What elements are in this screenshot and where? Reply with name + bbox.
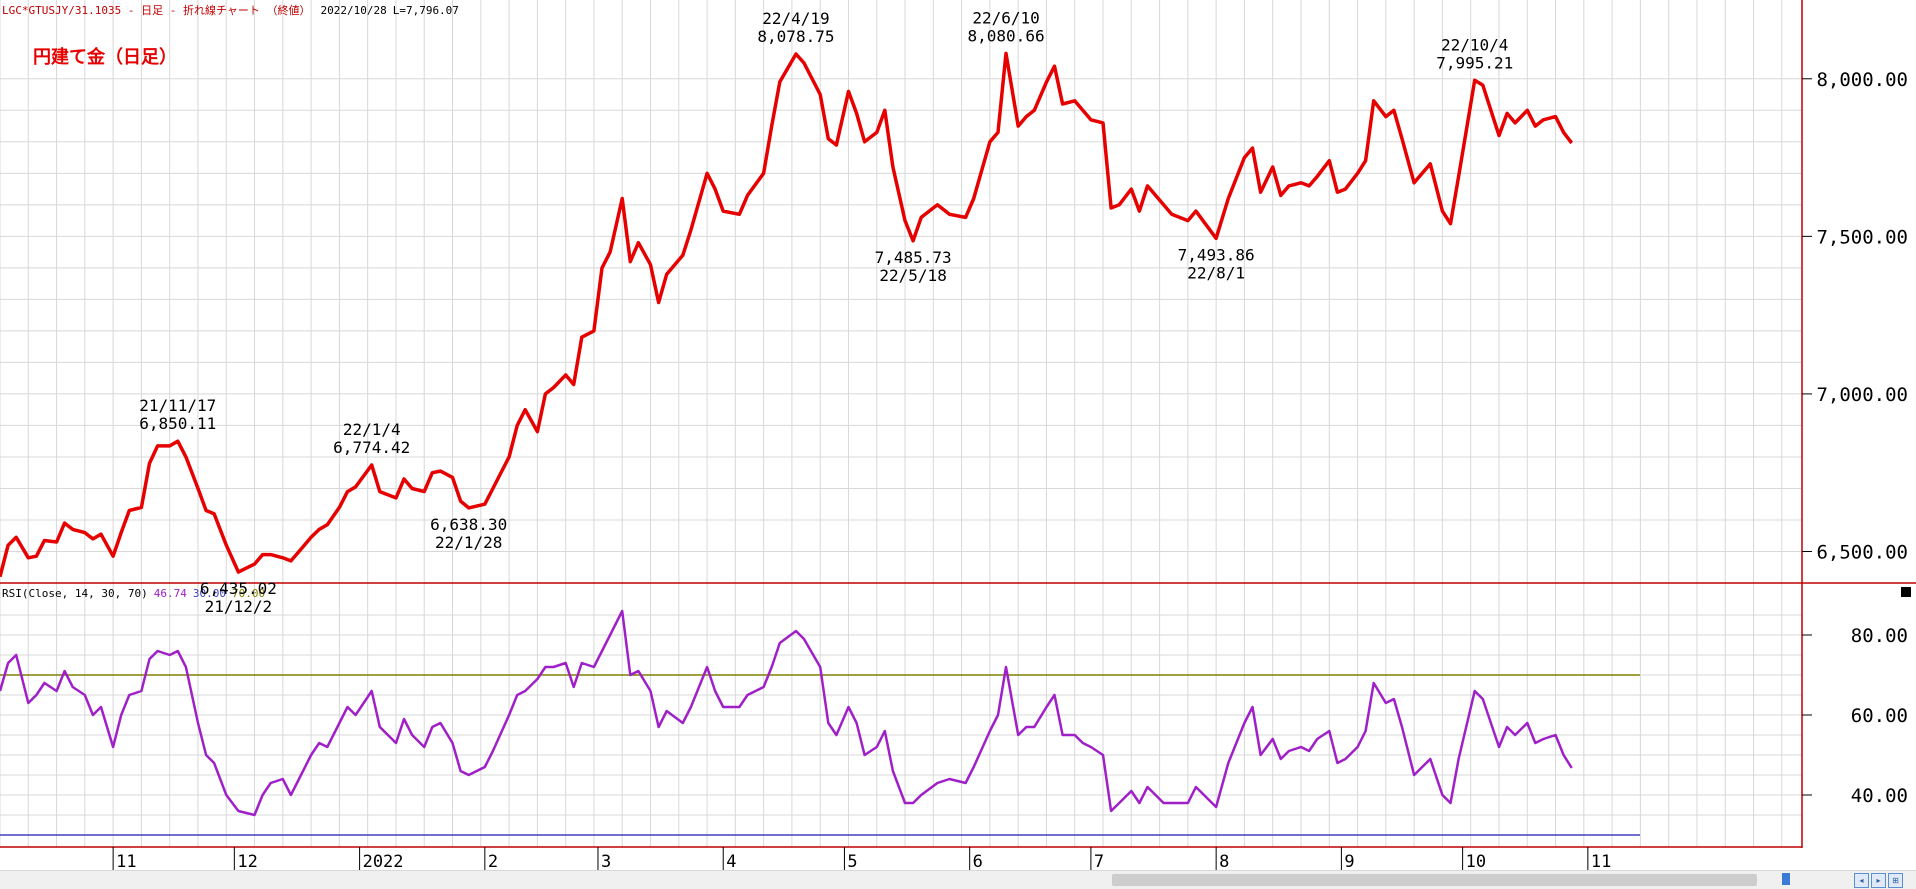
pan-left-icon[interactable]: ◂ [1854, 873, 1869, 888]
annotation-date: 22/4/19 [762, 9, 829, 28]
x-tick-label: 3 [601, 852, 611, 870]
annotation-value: 6,435.02 [200, 579, 277, 598]
gridlines [0, 0, 1802, 847]
fit-icon[interactable]: ⊞ [1888, 873, 1903, 888]
y-axes: 8,000.00 7,500.00 7,000.00 6,500.00 80.00 60.… [1802, 69, 1908, 807]
scrollbar-thumb[interactable] [1112, 874, 1757, 886]
x-tick-label: 8 [1219, 852, 1229, 870]
x-tick-label: 4 [726, 852, 736, 870]
header-last: L=7,796.07 [393, 4, 459, 17]
header-info: - 日足 - 折れ線チャート （終値） [121, 3, 310, 17]
annotation-value: 6,638.30 [430, 515, 507, 534]
rsi-y-tick-label: 80.00 [1851, 625, 1908, 647]
rsi-legend: RSI(Close, 14, 30, 70) 46.74 30.00 70.00 [2, 587, 265, 600]
annotation-date: 22/1/4 [343, 420, 401, 439]
header-symbol: LGC*GTUSJY/31.1035 [2, 4, 121, 17]
rsi-y-tick-label: 60.00 [1851, 705, 1908, 727]
x-tick-label: 2022 [363, 852, 404, 870]
price-y-tick-label: 6,500.00 [1816, 541, 1908, 563]
close-box-icon[interactable] [1901, 587, 1911, 597]
price-y-tick-label: 8,000.00 [1816, 69, 1908, 91]
x-tick-label: 12 [237, 852, 257, 870]
annotation-value: 7,485.73 [875, 248, 952, 267]
x-tick-label: 11 [116, 852, 136, 870]
rsi-legend-lower: 30.00 [193, 587, 226, 600]
annotation-date: 21/12/2 [205, 597, 272, 616]
annotation-value: 7,995.21 [1436, 53, 1513, 72]
horizontal-scrollbar[interactable]: ◂ ▸ ⊞ [0, 870, 1916, 889]
rsi-legend-upper: 70.00 [232, 587, 265, 600]
header-line: LGC*GTUSJY/31.1035 - 日足 - 折れ線チャート （終値） 20… [2, 3, 459, 17]
annotation-date: 22/6/10 [972, 8, 1039, 27]
rsi-legend-value: 46.74 [154, 587, 187, 600]
price-line [0, 51, 1574, 578]
annotation-value: 6,774.42 [333, 438, 410, 457]
rsi-y-tick-label: 40.00 [1851, 785, 1908, 807]
x-tick-label: 2 [488, 852, 498, 870]
annotation-date: 22/5/18 [879, 266, 946, 285]
x-tick-label: 10 [1466, 852, 1486, 870]
rsi-pane [0, 609, 1640, 836]
rsi-legend-label: RSI(Close, 14, 30, 70) [2, 587, 148, 600]
x-tick-label: 6 [973, 852, 983, 870]
annotation-date: 22/10/4 [1441, 35, 1508, 54]
x-tick-label: 7 [1094, 852, 1104, 870]
x-tick-label: 5 [847, 852, 857, 870]
header-date: 2022/10/28 [320, 4, 386, 17]
annotation-date: 21/11/17 [139, 396, 216, 415]
scroll-position-marker-icon[interactable] [1782, 873, 1790, 885]
price-y-tick-label: 7,000.00 [1816, 384, 1908, 406]
annotation-value: 8,078.75 [757, 27, 834, 46]
annotation-date: 22/1/28 [435, 533, 502, 552]
pan-right-icon[interactable]: ▸ [1871, 873, 1886, 888]
chart-canvas: LGC*GTUSJY/31.1035 - 日足 - 折れ線チャート （終値） 20… [0, 0, 1916, 870]
x-axis: 11 12 2022 2 3 4 5 6 7 8 9 10 11 [112, 847, 1611, 870]
annotation-date: 22/8/1 [1187, 263, 1245, 282]
x-tick-label: 9 [1344, 852, 1354, 870]
annotation-value: 8,080.66 [968, 26, 1045, 45]
rsi-line [0, 609, 1573, 817]
annotation-value: 6,850.11 [139, 414, 216, 433]
nav-buttons: ◂ ▸ ⊞ [1854, 873, 1903, 888]
chart-title: 円建て金（日足） [33, 46, 177, 68]
price-y-tick-label: 7,500.00 [1816, 226, 1908, 248]
x-tick-label: 11 [1591, 852, 1611, 870]
annotation-value: 7,493.86 [1178, 245, 1255, 264]
